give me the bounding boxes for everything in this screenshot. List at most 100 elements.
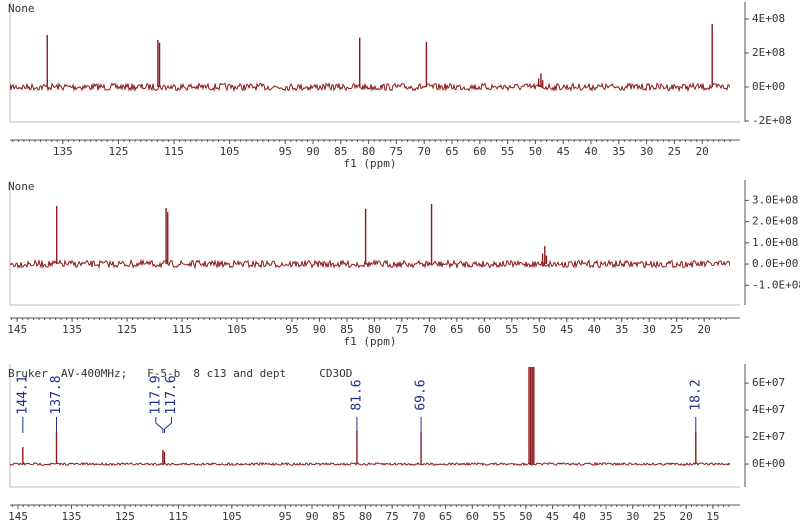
x-tick-label: 50 xyxy=(529,145,542,158)
y-tick-label: 0.0E+00 xyxy=(752,257,798,270)
x-tick-label: 85 xyxy=(340,323,353,336)
x-tick-label: 20 xyxy=(698,323,711,336)
x-tick-label: 20 xyxy=(680,510,693,523)
peak-label-leader xyxy=(155,417,164,433)
frame xyxy=(9,2,740,123)
x-tick-label: 30 xyxy=(626,510,639,523)
x-tick-label: 125 xyxy=(117,323,137,336)
peaks xyxy=(22,367,697,465)
x-tick-label: 80 xyxy=(359,510,372,523)
x-tick-label: 30 xyxy=(640,145,653,158)
y-tick-label: 2E+08 xyxy=(752,46,785,59)
x-tick-label: 35 xyxy=(612,145,625,158)
x-tick-label: 20 xyxy=(696,145,709,158)
x-tick-label: 75 xyxy=(386,510,399,523)
panel-title: Bruker AV-400MHz; F-5-b 8 c13 and dept C… xyxy=(8,367,352,380)
baseline-noise xyxy=(10,258,730,270)
x-tick-label: 50 xyxy=(533,323,546,336)
peak-label: 117.6 xyxy=(164,375,179,414)
x-tick-label: 35 xyxy=(615,323,628,336)
x-tick-label: 70 xyxy=(418,145,431,158)
x-tick-label: 45 xyxy=(560,323,573,336)
x-tick-label: 50 xyxy=(519,510,532,523)
peak-label: 18.2 xyxy=(688,379,703,410)
peak-label-leader xyxy=(163,417,172,433)
y-tick-label: 3.0E+08 xyxy=(752,193,798,206)
x-tick-label: 75 xyxy=(390,145,403,158)
x-tick-label: 145 xyxy=(7,323,27,336)
y-tick-label: -1.0E+08 xyxy=(752,278,800,291)
x-tick-label: 135 xyxy=(62,510,82,523)
x-tick-label: 65 xyxy=(445,145,458,158)
x-tick-label: 25 xyxy=(670,323,683,336)
x-tick-label: 55 xyxy=(492,510,505,523)
panel-label: None xyxy=(8,180,35,193)
x-tick-label: 60 xyxy=(466,510,479,523)
frame xyxy=(9,180,740,306)
y-tick-label: -2E+08 xyxy=(752,114,792,127)
x-tick-label: 55 xyxy=(501,145,514,158)
x-tick-label: 25 xyxy=(668,145,681,158)
x-tick-label: 95 xyxy=(285,323,298,336)
y-tick-label: 6E+07 xyxy=(752,376,785,389)
peak-label: 69.6 xyxy=(414,379,429,410)
x-tick-label: 135 xyxy=(62,323,82,336)
x-tick-label: 125 xyxy=(115,510,135,523)
x-tick-label: 85 xyxy=(334,145,347,158)
x-tick-label: 115 xyxy=(172,323,192,336)
y-tick-label: 4E+08 xyxy=(752,12,785,25)
x-tick-label: 85 xyxy=(332,510,345,523)
baseline-noise xyxy=(10,461,730,467)
x-tick-label: 35 xyxy=(599,510,612,523)
x-tick-label: 40 xyxy=(573,510,586,523)
peak-label: 137.8 xyxy=(49,375,64,414)
x-tick-label: 145 xyxy=(8,510,28,523)
y-tick-label: 4E+07 xyxy=(752,403,785,416)
frame xyxy=(9,364,740,488)
x-axis-title: f1 (ppm) xyxy=(344,157,397,170)
x-tick-label: 60 xyxy=(473,145,486,158)
baseline-noise xyxy=(10,81,730,93)
x-tick-label: 65 xyxy=(439,510,452,523)
x-tick-label: 70 xyxy=(423,323,436,336)
x-tick-label: 115 xyxy=(168,510,188,523)
x-tick-label: 25 xyxy=(653,510,666,523)
x-tick-label: 15 xyxy=(706,510,719,523)
x-tick-label: 80 xyxy=(362,145,375,158)
x-tick-label: 45 xyxy=(557,145,570,158)
x-tick-label: 80 xyxy=(368,323,381,336)
peaks xyxy=(56,204,548,265)
x-tick-label: 125 xyxy=(108,145,128,158)
x-tick-label: 105 xyxy=(222,510,242,523)
x-tick-label: 75 xyxy=(395,323,408,336)
x-tick-label: 60 xyxy=(478,323,491,336)
x-tick-label: 95 xyxy=(279,145,292,158)
y-tick-label: 2E+07 xyxy=(752,430,785,443)
x-tick-label: 105 xyxy=(220,145,240,158)
x-tick-label: 45 xyxy=(546,510,559,523)
peak-label: 144.1 xyxy=(15,375,30,414)
y-tick-label: 0E+00 xyxy=(752,80,785,93)
x-tick-label: 30 xyxy=(643,323,656,336)
y-tick-label: 0E+00 xyxy=(752,457,785,470)
y-tick-label: 2.0E+08 xyxy=(752,215,798,228)
y-tick-label: 1.0E+08 xyxy=(752,236,798,249)
x-axis-title: f1 (ppm) xyxy=(344,335,397,348)
x-tick-label: 40 xyxy=(584,145,597,158)
x-tick-label: 55 xyxy=(505,323,518,336)
x-tick-label: 90 xyxy=(305,510,318,523)
peak-label: 81.6 xyxy=(349,379,364,410)
x-tick-label: 105 xyxy=(227,323,247,336)
x-tick-label: 135 xyxy=(53,145,73,158)
x-tick-label: 70 xyxy=(412,510,425,523)
x-tick-label: 115 xyxy=(164,145,184,158)
peak-label: 117.9 xyxy=(148,375,163,414)
x-tick-label: 90 xyxy=(306,145,319,158)
x-tick-label: 65 xyxy=(450,323,463,336)
panel-label: None xyxy=(8,2,35,15)
x-tick-label: 95 xyxy=(279,510,292,523)
x-tick-label: 40 xyxy=(588,323,601,336)
x-tick-label: 90 xyxy=(313,323,326,336)
